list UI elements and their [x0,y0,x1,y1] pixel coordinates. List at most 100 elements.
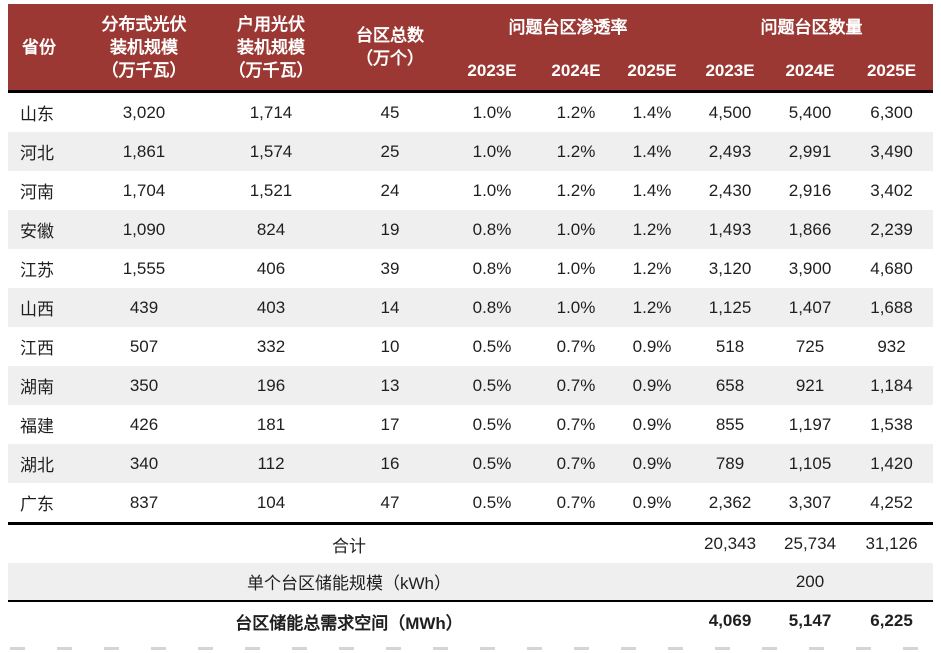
header-row-groups: 省份 分布式光伏 装机规模 （万千瓦） 户用光伏 装机规模 （万千瓦） 台区总数… [8,4,934,92]
table-row: 江西 507 332 10 0.5% 0.7% 0.9% 518 725 932 [8,327,933,366]
table-row: 山西 439 403 14 0.8% 1.0% 1.2% 1,125 1,407… [8,288,934,327]
cell-count-2023: 3,120 [708,258,752,278]
table-body: 山东 3,020 1,714 45 1.0% 1.2% 1.4% 4,500 5… [8,92,934,524]
cell-penetration-2025: 0.9% [632,336,672,356]
cell-penetration-2023: 0.8% [472,258,512,278]
cell-penetration-2023: 0.5% [472,336,512,356]
cell-penetration-2023: 0.8% [472,219,512,239]
table-row: 湖南 350 196 13 0.5% 0.7% 0.9% 658 921 1,1… [8,366,934,405]
cell-penetration-2025: 1.2% [632,258,672,278]
cell-district-total: 10 [380,336,400,356]
cell-province: 山东 [20,105,54,124]
cell-household-pv: 406 [256,258,286,278]
cell-penetration-2023: 1.0% [472,141,512,161]
cell-count-2023: 658 [715,375,745,395]
col-header-province: 省份 [8,4,80,92]
cell-distributed-pv: 1,555 [122,258,166,278]
cell-penetration-2024: 1.0% [556,297,596,317]
cell-penetration-2023: 0.5% [472,414,512,434]
cell-count-2025: 3,402 [870,180,913,200]
cell-province: 广东 [20,495,54,514]
cell-penetration-2025: 1.4% [632,141,672,161]
table-row: 山东 3,020 1,714 45 1.0% 1.2% 1.4% 4,500 5… [8,92,933,133]
col-header-pen-2025e: 2025E [614,50,691,92]
cell-distributed-pv: 3,020 [122,102,166,122]
storage-demand-label: 台区储能总需求空间（MWh） [8,601,691,640]
col-header-cnt-2023e: 2023E [690,50,771,92]
cell-district-total: 25 [380,141,400,161]
header-row-years: 2023E 2024E 2025E 2023E 2024E 2025E [8,50,934,92]
cell-penetration-2025: 1.4% [632,180,672,200]
cell-household-pv: 1,574 [249,141,293,161]
cell-penetration-2023: 0.5% [472,375,512,395]
cell-district-total: 45 [380,102,400,122]
cell-count-2025: 3,490 [870,141,913,161]
cell-distributed-pv: 507 [129,336,159,356]
cell-count-2024: 1,197 [788,414,832,434]
cell-count-2023: 789 [715,453,745,473]
cell-count-2023: 1,493 [708,219,752,239]
cell-penetration-2024: 1.0% [556,258,596,278]
cell-count-2023: 2,362 [708,492,752,512]
table-row: 河北 1,861 1,574 25 1.0% 1.2% 1.4% 2,493 2… [8,132,934,171]
cell-count-2024: 1,105 [788,453,832,473]
cell-count-2023: 4,500 [708,102,752,122]
cell-count-2025: 6,300 [870,102,913,122]
cell-province: 安徽 [20,222,54,241]
storage-demand-row: 台区储能总需求空间（MWh） 4,069 5,147 6,225 [8,601,934,640]
cell-household-pv: 196 [256,375,286,395]
cell-distributed-pv: 1,861 [122,141,166,161]
cell-household-pv: 403 [256,297,286,317]
cell-district-total: 19 [380,219,400,239]
cell-province: 江西 [20,339,54,358]
cell-distributed-pv: 350 [129,375,159,395]
cell-count-2025: 2,239 [870,219,913,239]
cell-penetration-2023: 0.5% [472,453,512,473]
cell-count-2023: 518 [715,336,745,356]
table-row: 福建 426 181 17 0.5% 0.7% 0.9% 855 1,197 1… [8,405,933,444]
cell-count-2025: 1,538 [870,414,913,434]
total-label: 合计 [8,523,691,563]
cell-count-2025: 1,688 [870,297,913,317]
cell-count-2025: 932 [877,336,906,356]
cell-penetration-2023: 0.8% [472,297,512,317]
cell-province: 河南 [20,183,54,202]
table-header: 省份 分布式光伏 装机规模 （万千瓦） 户用光伏 装机规模 （万千瓦） 台区总数… [8,4,934,92]
cell-penetration-2024: 0.7% [556,414,596,434]
cell-count-2023: 855 [715,414,745,434]
cell-household-pv: 112 [257,453,285,473]
cell-empty [690,563,771,601]
table-row: 广东 837 104 47 0.5% 0.7% 0.9% 2,362 3,307… [8,483,933,524]
cell-empty [850,563,934,601]
cell-district-total: 47 [380,492,400,512]
col-header-distributed-pv: 分布式光伏 装机规模 （万千瓦） [80,4,208,92]
col-header-household-pv: 户用光伏 装机规模 （万千瓦） [208,4,334,92]
cell-count-2023: 2,430 [708,180,752,200]
cell-unit-storage-value: 200 [770,563,851,601]
cell-province: 湖北 [20,456,54,475]
col-header-cnt-2024e: 2024E [770,50,851,92]
cell-province: 江苏 [20,261,54,280]
unit-storage-label: 单个台区储能规模（kWh） [8,563,691,601]
cell-count-2024: 1,407 [788,297,832,317]
cell-district-total: 39 [380,258,400,278]
cell-count-2023: 1,125 [708,297,752,317]
col-header-pen-2023e: 2023E [446,50,538,92]
cell-count-2024: 2,991 [788,141,832,161]
cell-province: 湖南 [20,378,54,397]
cell-penetration-2024: 0.7% [556,492,596,512]
cell-total-2023: 20,343 [690,523,771,563]
cell-penetration-2025: 1.4% [632,102,672,122]
cell-district-total: 17 [380,414,400,434]
cell-demand-2024: 5,147 [770,601,851,640]
col-header-pen-2024e: 2024E [538,50,614,92]
cell-demand-2025: 6,225 [850,601,934,640]
cell-household-pv: 1,521 [249,180,293,200]
cell-penetration-2025: 1.2% [632,219,672,239]
cell-count-2025: 4,252 [870,492,913,512]
cell-penetration-2023: 1.0% [472,102,512,122]
table-row: 江苏 1,555 406 39 0.8% 1.0% 1.2% 3,120 3,9… [8,249,933,288]
group-header-count: 问题台区数量 [690,4,934,50]
cell-household-pv: 1,714 [249,102,293,122]
